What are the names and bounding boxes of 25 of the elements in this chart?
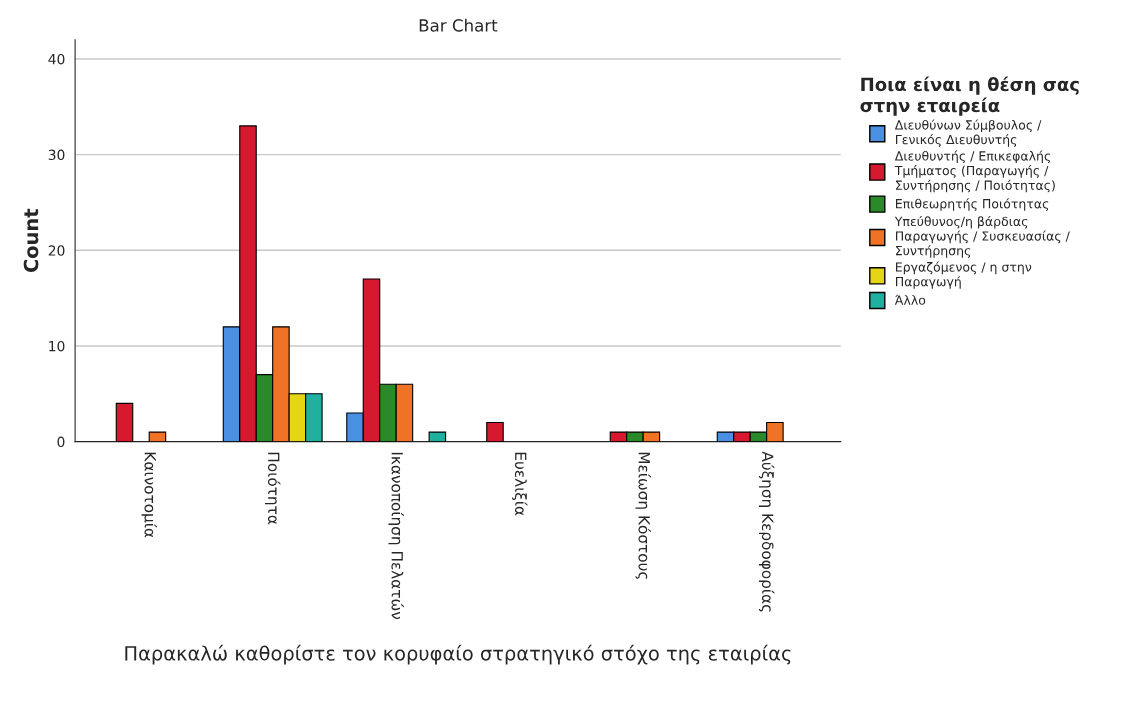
x-tick-label: Αύξηση Κερδοφορίας: [758, 451, 775, 612]
y-axis-title: Count: [23, 208, 39, 273]
legend-label: Διευθύνων Σύμβουλος / Γενικός Διευθυντής: [894, 119, 1042, 147]
x-tick-label: Καινοτομία: [141, 452, 157, 538]
x-tick-label: Ικανοποίηση Πελατών: [388, 452, 404, 620]
legend-label: Άλλο: [894, 294, 926, 305]
legend-label: Επιθεωρητής Ποιότητας: [896, 198, 1049, 211]
legend-label: Εργαζόμενος / η στην Παραγωγή: [896, 261, 1032, 289]
bar: [148, 431, 167, 442]
y-tick-label: 0: [57, 436, 65, 448]
y-tick-label: 10: [49, 340, 65, 352]
x-tick-label: Ευελιξία: [511, 452, 528, 516]
bar: [428, 431, 447, 442]
y-tick-label: 30: [48, 149, 65, 161]
x-tick-label: Ποιότητα: [264, 452, 281, 525]
y-tick-label: 20: [48, 245, 65, 256]
x-axis-title: Παρακαλώ καθορίστε τον κορυφαίο στρατηγικό στόχο της εταιρίας: [125, 644, 791, 665]
chart-title: Bar Chart: [419, 18, 498, 32]
legend-label: Υπεύθυνος/η βάρδιας Παραγωγής / Συσκευασίας / Συντήρησης: [894, 215, 1070, 258]
x-tick-label: Μείωση Κόστους: [635, 452, 651, 579]
bar: [115, 402, 134, 442]
y-tick-label: 40: [48, 53, 65, 65]
legend-label: Διευθυντής / Επικεφαλής Τμήματος (Παραγωγής / Συντήρησης / Ποιότητας): [894, 150, 1055, 193]
bar: [486, 421, 504, 442]
legend-title: Ποια είναι η θέση σας στην εταιρεία: [860, 76, 1079, 116]
